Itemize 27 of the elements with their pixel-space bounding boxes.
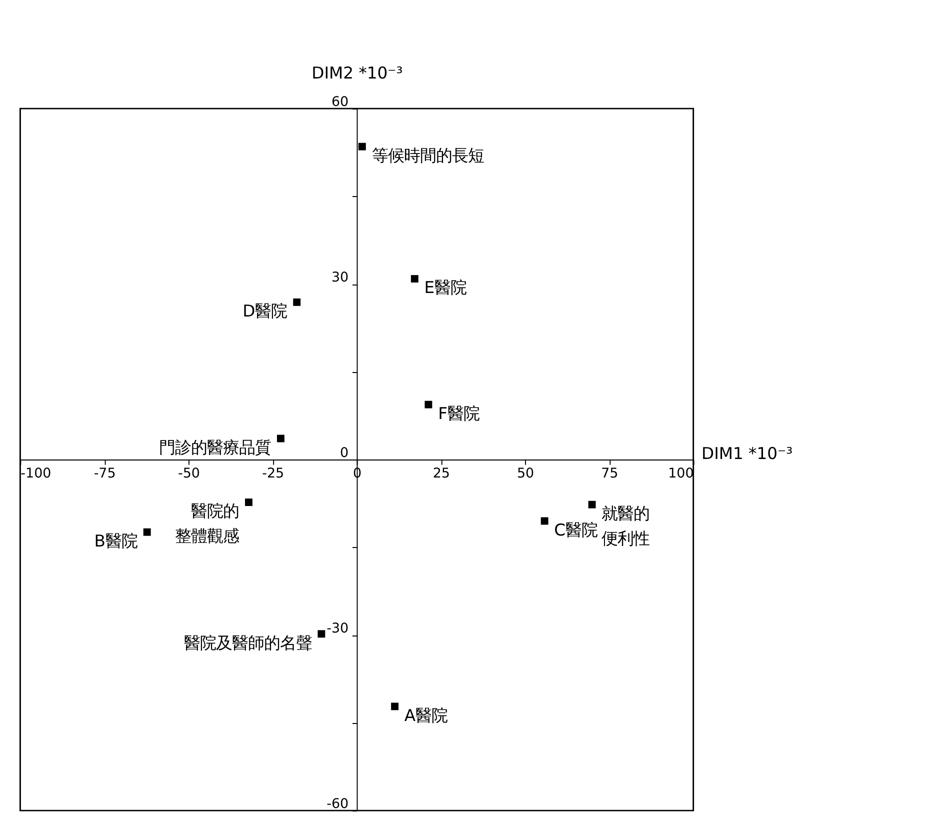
annotation: F醫院 — [438, 404, 480, 423]
annotation: 便利性 — [602, 529, 650, 548]
x-tick-label: -75 — [94, 466, 116, 482]
annotation: 門診的醫療品質 — [159, 438, 272, 457]
x-tick-label: -50 — [178, 466, 200, 482]
x-tick-label: -25 — [262, 466, 284, 482]
x-tick-label: 25 — [432, 466, 450, 482]
y-tick-label: 30 — [331, 270, 349, 286]
annotation: 就醫的 — [602, 504, 650, 524]
annotation: D醫院 — [242, 302, 288, 321]
y-tick-label: 0 — [340, 446, 349, 462]
x-axis-title: DIM1 *10⁻³ — [702, 444, 793, 464]
y-tick-label: 60 — [331, 95, 349, 110]
x-tick-label: 75 — [601, 466, 618, 482]
y-tick-label: -60 — [326, 797, 349, 812]
annotation: 等候時間的長短 — [372, 146, 484, 166]
annotation: C醫院 — [554, 520, 598, 540]
y-tick-label: -30 — [326, 622, 349, 637]
x-tick-label: 50 — [516, 466, 534, 482]
y-axis-title: DIM2 *10⁻³ — [312, 63, 403, 82]
annotation: 醫院及醫師的名聲 — [184, 633, 312, 652]
annotation: A醫院 — [404, 706, 448, 725]
annotation: E醫院 — [424, 278, 467, 298]
annotation: B醫院 — [94, 532, 138, 551]
annotation: 整體觀感 — [175, 526, 240, 546]
x-tick-label: -100 — [20, 466, 52, 482]
annotation: 醫院的 — [191, 502, 240, 521]
